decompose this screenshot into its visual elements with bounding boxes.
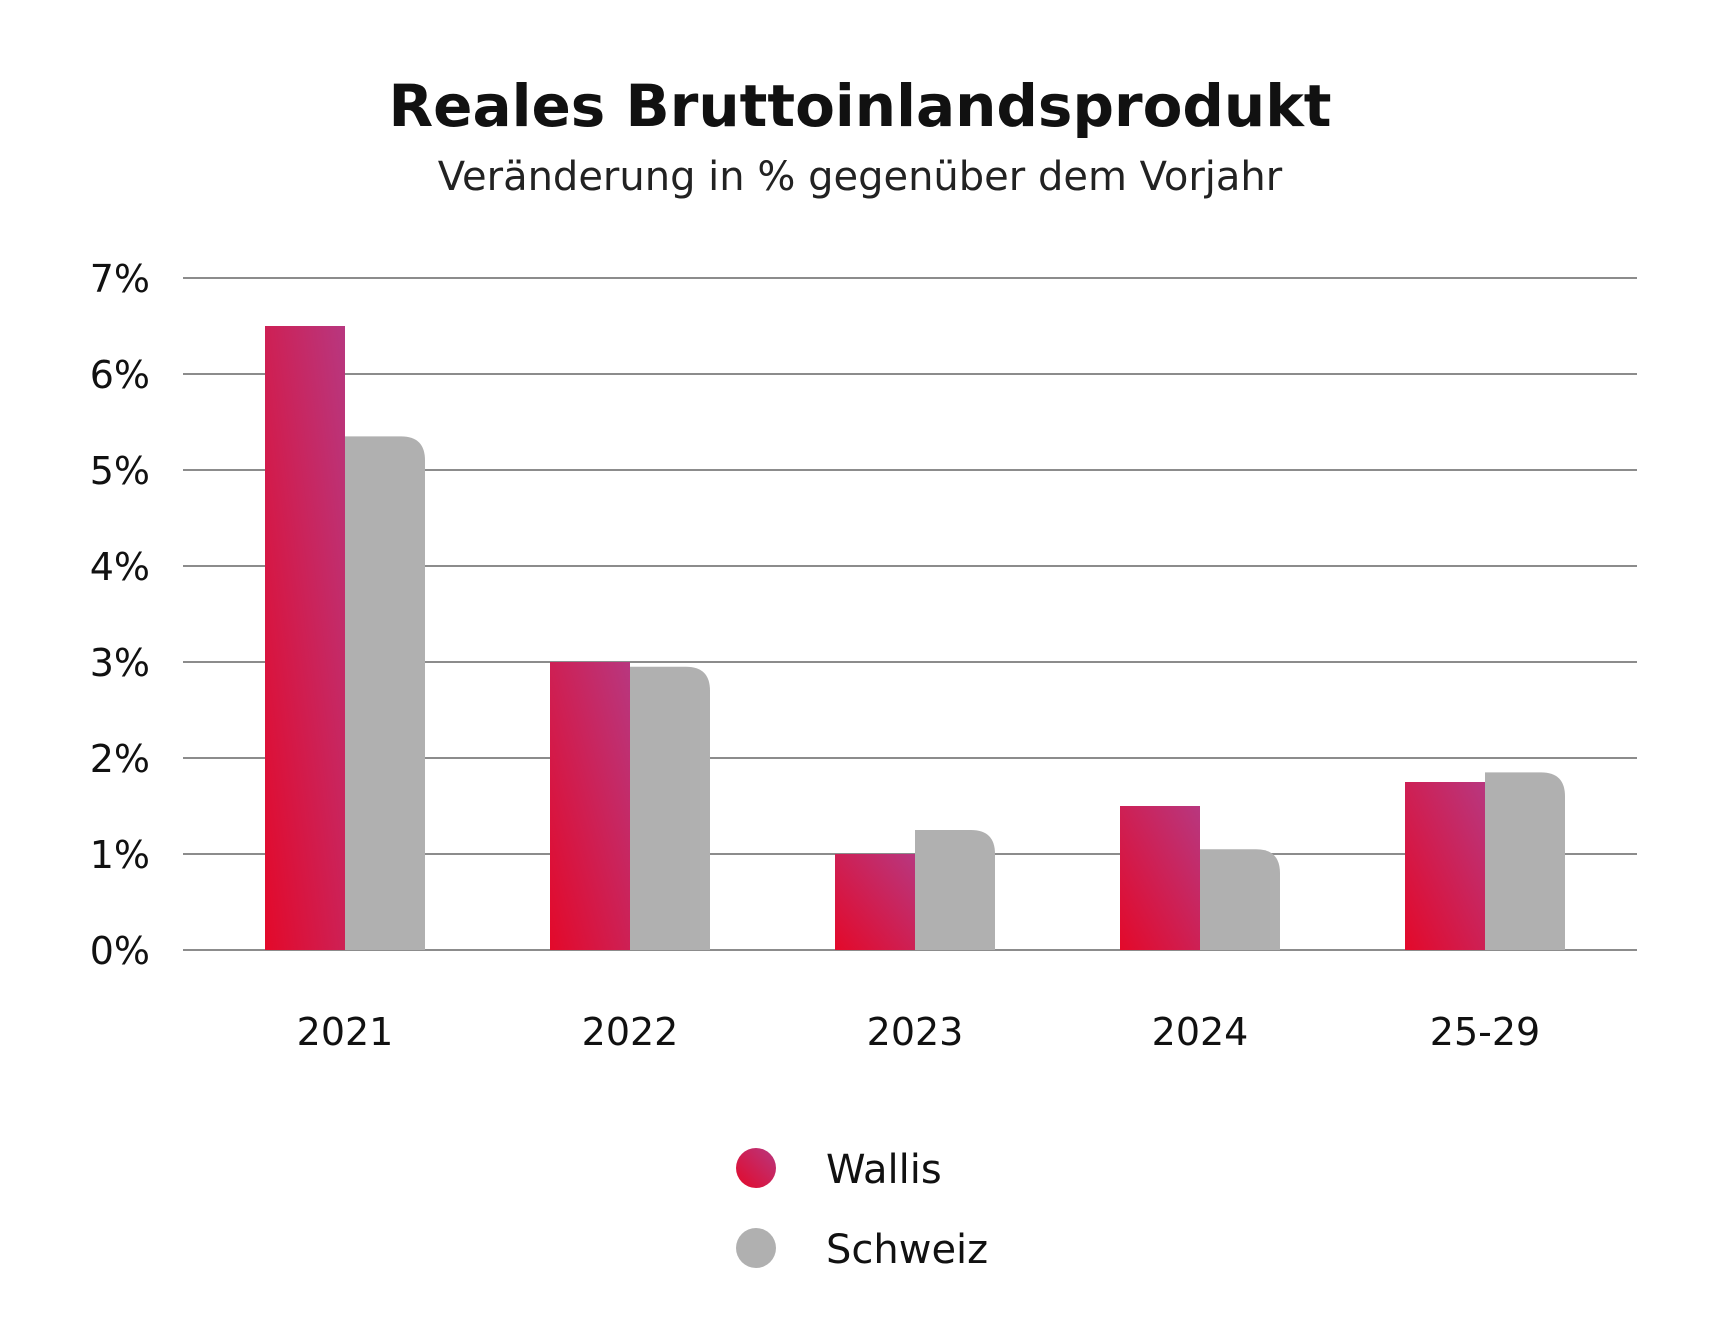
y-tick-label: 7%	[90, 257, 150, 301]
bar-schweiz-25-29	[1485, 772, 1565, 950]
x-tick-label: 2021	[297, 1010, 394, 1054]
grid-lines	[183, 277, 1637, 951]
chart-title: Reales Bruttoinlandsprodukt	[388, 72, 1331, 140]
bar-wallis-2023	[835, 854, 915, 950]
x-tick-label: 25-29	[1430, 1010, 1540, 1054]
bar-wallis-2021	[265, 326, 345, 950]
y-axis-ticks: 0% 1% 2% 3% 4% 5% 6% 7%	[90, 257, 150, 973]
y-tick-label: 5%	[90, 449, 150, 493]
bars	[265, 326, 1565, 950]
y-tick-label: 1%	[90, 833, 150, 877]
x-tick-label: 2024	[1152, 1010, 1249, 1054]
y-tick-label: 6%	[90, 353, 150, 397]
x-tick-label: 2022	[582, 1010, 679, 1054]
legend-label-wallis: Wallis	[826, 1147, 942, 1193]
legend-label-schweiz: Schweiz	[826, 1227, 988, 1273]
legend-swatch-schweiz	[736, 1228, 776, 1268]
legend: Wallis Schweiz	[736, 1147, 988, 1273]
legend-swatch-wallis	[736, 1148, 776, 1188]
x-axis-ticks: 2021 2022 2023 2024 25-29	[297, 1010, 1541, 1054]
y-tick-label: 2%	[90, 737, 150, 781]
chart-subtitle: Veränderung in % gegenüber dem Vorjahr	[438, 154, 1283, 200]
bar-schweiz-2022	[630, 666, 710, 950]
bar-schweiz-2023	[915, 830, 995, 950]
bar-schweiz-2024	[1200, 849, 1280, 950]
y-tick-label: 0%	[90, 929, 150, 973]
y-tick-label: 3%	[90, 641, 150, 685]
bar-wallis-2022	[550, 662, 630, 950]
bar-wallis-2024	[1120, 806, 1200, 950]
x-tick-label: 2023	[867, 1010, 964, 1054]
bar-wallis-25-29	[1405, 782, 1485, 950]
y-tick-label: 4%	[90, 545, 150, 589]
bar-schweiz-2021	[345, 436, 425, 950]
